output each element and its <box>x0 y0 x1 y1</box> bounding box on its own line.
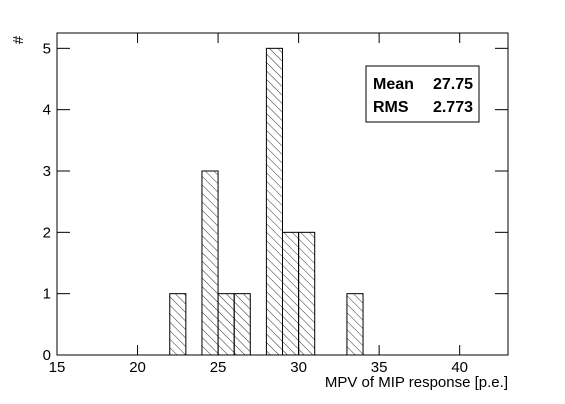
bar <box>201 170 219 356</box>
stat-label: Mean <box>373 76 414 93</box>
y-tick-label: 4 <box>43 102 51 119</box>
stat-value: 27.75 <box>433 76 473 93</box>
x-tick-label: 40 <box>451 359 468 376</box>
bar <box>265 47 283 356</box>
stats-box <box>365 65 480 123</box>
bar <box>233 293 251 356</box>
stat-value: 2.773 <box>433 99 473 116</box>
y-tick-label: 2 <box>43 224 51 241</box>
x-tick-label: 20 <box>129 359 146 376</box>
stat-label: RMS <box>373 99 409 116</box>
y-tick-label: 1 <box>43 286 51 303</box>
x-tick-label: 30 <box>290 359 307 376</box>
y-axis-label: # <box>10 35 27 44</box>
y-tick-label: 3 <box>43 163 51 180</box>
bar <box>217 293 235 356</box>
x-tick-label: 35 <box>371 359 388 376</box>
bar <box>169 293 187 356</box>
bar <box>282 231 300 356</box>
y-tick-label: 0 <box>43 347 51 364</box>
x-tick-label: 25 <box>210 359 227 376</box>
bar <box>298 231 316 356</box>
bar <box>346 293 364 356</box>
x-tick-label: 15 <box>49 359 66 376</box>
x-axis-label: MPV of MIP response [p.e.] <box>325 374 508 391</box>
y-tick-label: 5 <box>43 40 51 57</box>
